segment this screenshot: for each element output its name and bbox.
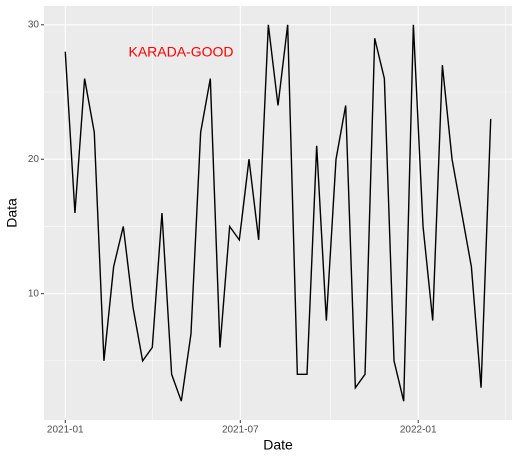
y-axis-label: Data — [4, 198, 20, 228]
y-tick-label: 30 — [28, 19, 40, 30]
x-tick-label: 2022-01 — [400, 425, 437, 436]
x-tick-label: 2021-01 — [47, 425, 84, 436]
y-tick-label: 10 — [28, 288, 40, 299]
data-line — [64, 24, 492, 402]
marks — [64, 24, 492, 402]
y-tick-label: 20 — [28, 154, 40, 165]
annotation: KARADA-GOOD — [128, 44, 233, 60]
x-tick-label: 2021-07 — [222, 425, 259, 436]
panel — [44, 6, 512, 420]
x-axis-label: Date — [263, 437, 293, 453]
